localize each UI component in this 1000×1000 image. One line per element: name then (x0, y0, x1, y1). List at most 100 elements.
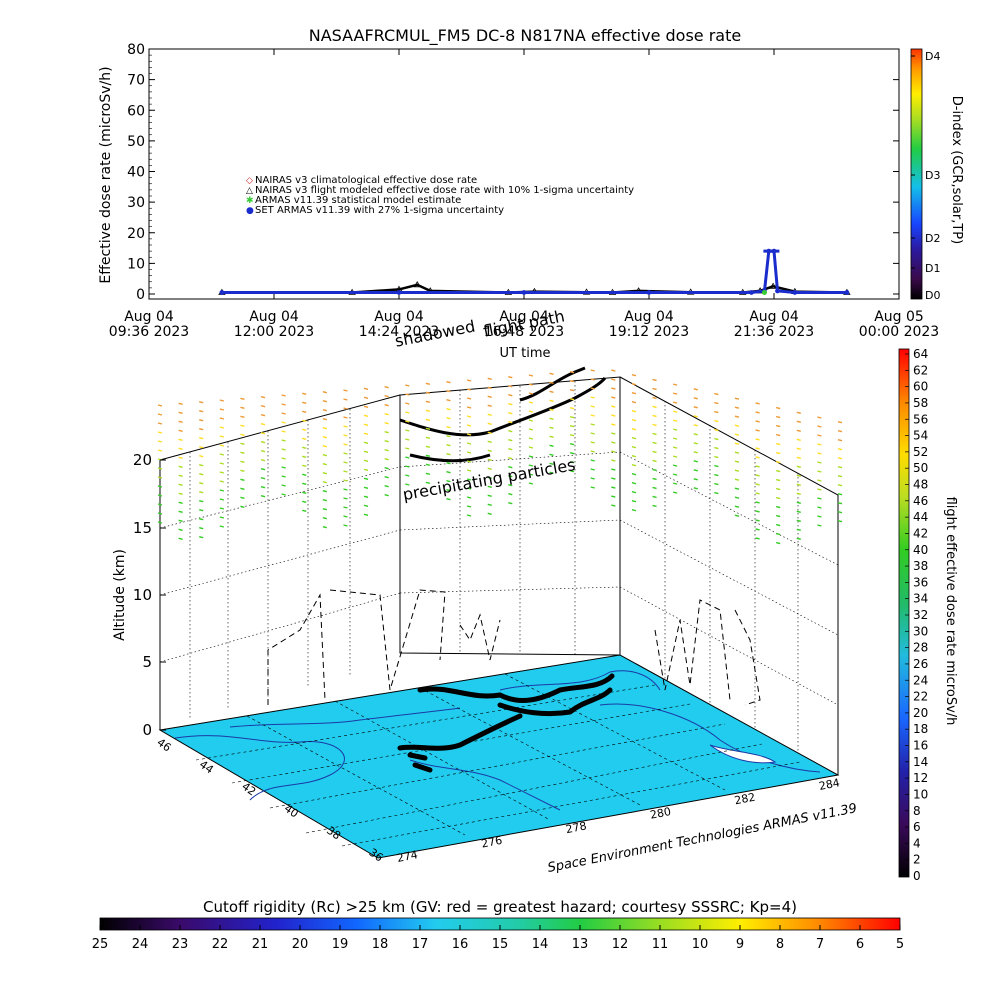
dose-column-mark (157, 422, 163, 425)
dose-column-mark (549, 462, 554, 466)
dose-column-mark (590, 414, 595, 417)
dose-column-mark (322, 516, 328, 520)
dose-column-mark (590, 441, 595, 444)
dose-column-mark (755, 420, 760, 423)
dose-column-mark (157, 503, 163, 506)
dindex-tick-label: D1 (925, 262, 940, 275)
dose-tick-label: 60 (913, 380, 928, 394)
dose-column-mark (528, 428, 534, 431)
dose-column-mark (199, 508, 204, 512)
dose-column-mark (322, 525, 328, 529)
dose-column-mark (672, 419, 678, 422)
dose-column-mark (260, 494, 266, 498)
dose-tick-label: 12 (913, 771, 928, 785)
dose-column-mark (322, 471, 328, 475)
dose-column-mark (652, 477, 657, 481)
dose-column-mark (363, 414, 369, 418)
dose-column-mark (672, 446, 678, 449)
dose-column-mark (508, 483, 513, 487)
series-point (761, 289, 767, 295)
dose-column-mark (508, 447, 513, 451)
dose-tick-label: 20 (913, 706, 928, 720)
dose-tick-label: 50 (913, 461, 928, 475)
dose-column-mark (734, 460, 740, 463)
top-x-tick-time: 14:24 2023 (359, 324, 439, 340)
series-point (413, 281, 421, 288)
dose-column-mark (714, 401, 719, 405)
dose-column-mark (343, 506, 348, 509)
dose-column-mark (549, 372, 554, 376)
dose-column-mark (466, 496, 472, 499)
dose-column-mark (528, 464, 534, 467)
dose-column-mark (343, 443, 348, 446)
dose-column-mark (281, 475, 286, 478)
dose-column-mark (487, 404, 492, 408)
dindex-ticks: D4 D3 D2 D1 D0 (911, 50, 940, 302)
lon-tick-label: 280 (649, 805, 672, 822)
dose-column-mark (611, 495, 616, 498)
dose-column-mark (384, 394, 389, 398)
dose-column-mark (405, 402, 410, 405)
dose-column-mark (281, 430, 286, 433)
top-y-tick-label: 50 (127, 134, 145, 150)
dose-column-mark (240, 460, 245, 464)
dose-tick-label: 40 (913, 543, 928, 557)
lon-tick-label: 274 (396, 848, 419, 865)
dose-column-mark (363, 477, 369, 481)
dose-column-mark (178, 429, 183, 433)
dose-column-mark (281, 421, 286, 424)
dose-column-mark (240, 478, 245, 482)
left-wall-grid (159, 409, 401, 720)
dose-column-mark (487, 431, 492, 435)
dose-column-mark (652, 504, 657, 508)
top-x-tick-time: 16:48 2023 (484, 324, 564, 340)
dose-column-mark (528, 473, 534, 476)
dose-column-mark (569, 406, 575, 410)
dose-column-mark (322, 489, 328, 493)
series-point (775, 288, 780, 294)
dose-column-mark (425, 382, 431, 386)
dose-column-mark (178, 411, 183, 415)
cutoff-tick-label: 16 (452, 937, 469, 952)
dose-column-mark (384, 412, 389, 416)
top-y-tick-label: 40 (127, 165, 145, 181)
series-point (219, 290, 225, 295)
dose-column-mark (590, 477, 595, 480)
dose-column-mark (363, 405, 369, 409)
dose-column-mark (837, 430, 843, 433)
dose-column-mark (693, 433, 698, 436)
dose-column-mark (384, 457, 389, 461)
dose-column-mark (611, 432, 616, 435)
dose-column-mark (549, 471, 554, 475)
dose-column-mark (590, 423, 595, 426)
dose-column-mark (734, 496, 740, 499)
dose-column-mark (178, 447, 183, 451)
flight-track-shadow (397, 673, 615, 773)
lon-tick-label: 278 (565, 819, 588, 836)
dose-column-mark (508, 501, 513, 505)
dose-column-mark (837, 466, 843, 469)
dose-column-mark (776, 523, 781, 527)
dose-column-mark (693, 388, 698, 391)
dose-column-mark (817, 497, 822, 500)
dose-column-mark (178, 420, 183, 424)
dose-column-mark (487, 413, 492, 417)
dindex-tick-label: D3 (925, 169, 940, 182)
dose-column-mark (302, 473, 307, 477)
dose-column-mark (631, 482, 637, 485)
dose-column-mark (487, 467, 492, 471)
dose-column-mark (219, 399, 224, 402)
dose-column-mark (755, 501, 760, 504)
lon-tick-label: 284 (818, 776, 841, 793)
dose-column-mark (672, 491, 678, 494)
dose-column-mark (631, 500, 637, 503)
dose-column-mark (776, 514, 781, 518)
dose-column-mark (219, 453, 224, 456)
dose-column-mark (569, 415, 575, 419)
dose-column-mark (837, 475, 843, 478)
top-y-axis-label: Effective dose rate (microSv/h) (98, 66, 114, 283)
dose-column-mark (611, 387, 616, 390)
dose-column-mark (281, 403, 286, 406)
dose-column-mark (508, 456, 513, 460)
dose-column-mark (178, 510, 183, 514)
